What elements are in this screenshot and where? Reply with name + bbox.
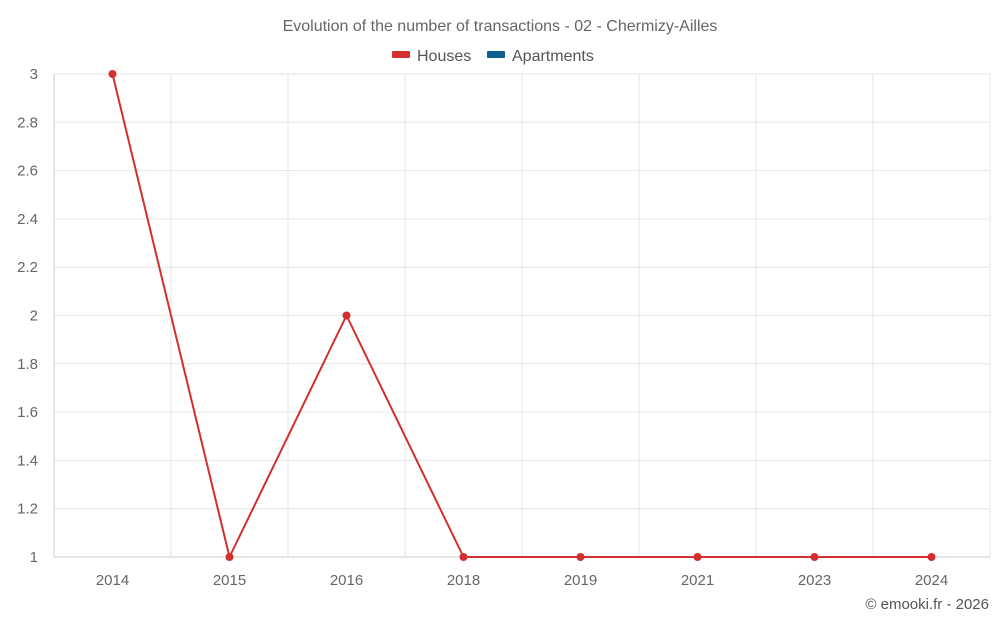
credit: © emooki.fr - 2026	[865, 596, 989, 613]
data-point-houses[interactable]	[693, 553, 702, 561]
y-tick-label: 2	[30, 308, 38, 325]
data-point-houses[interactable]	[927, 553, 936, 561]
x-tick-label: 2024	[915, 572, 948, 589]
x-tick-label: 2021	[681, 572, 714, 589]
data-point-houses[interactable]	[342, 311, 351, 320]
legend-item-houses[interactable]: Houses	[392, 48, 471, 65]
y-tick-label: 2.2	[17, 259, 38, 276]
legend-swatch-apartments	[487, 51, 505, 58]
x-tick-label: 2019	[564, 572, 597, 589]
y-tick-label: 3	[30, 66, 38, 83]
x-axis-ticks: 2014 2015 2016 2018 2019 2021 2023 2024	[96, 572, 948, 589]
y-tick-label: 1.8	[17, 356, 38, 373]
y-tick-label: 1.4	[17, 452, 38, 469]
y-tick-label: 1.2	[17, 501, 38, 518]
data-point-houses[interactable]	[459, 553, 468, 561]
y-tick-label: 2.8	[17, 114, 38, 131]
data-point-houses[interactable]	[576, 553, 585, 561]
y-tick-label: 2.4	[17, 211, 38, 228]
series	[108, 70, 936, 561]
data-point-houses[interactable]	[108, 70, 117, 78]
x-tick-label: 2018	[447, 572, 480, 589]
x-tick-label: 2014	[96, 572, 129, 589]
legend: Houses Apartments	[392, 48, 594, 65]
y-axis-ticks: 1 1.2 1.4 1.6 1.8 2 2.2 2.4 2.6 2.8 3	[17, 66, 38, 566]
x-tick-label: 2016	[330, 572, 363, 589]
legend-swatch-houses	[392, 51, 410, 58]
legend-label-apartments: Apartments	[512, 48, 594, 65]
data-point-houses[interactable]	[810, 553, 819, 561]
x-tick-label: 2023	[798, 572, 831, 589]
legend-label-houses: Houses	[417, 48, 471, 65]
y-tick-label: 2.6	[17, 163, 38, 180]
grid	[53, 73, 991, 557]
legend-item-apartments[interactable]: Apartments	[487, 48, 594, 65]
chart-title: Evolution of the number of transactions …	[283, 18, 718, 35]
data-point-houses[interactable]	[225, 553, 234, 561]
x-tick-label: 2015	[213, 572, 246, 589]
series-line-houses	[111, 73, 932, 558]
y-tick-label: 1	[30, 549, 38, 566]
y-tick-label: 1.6	[17, 404, 38, 421]
